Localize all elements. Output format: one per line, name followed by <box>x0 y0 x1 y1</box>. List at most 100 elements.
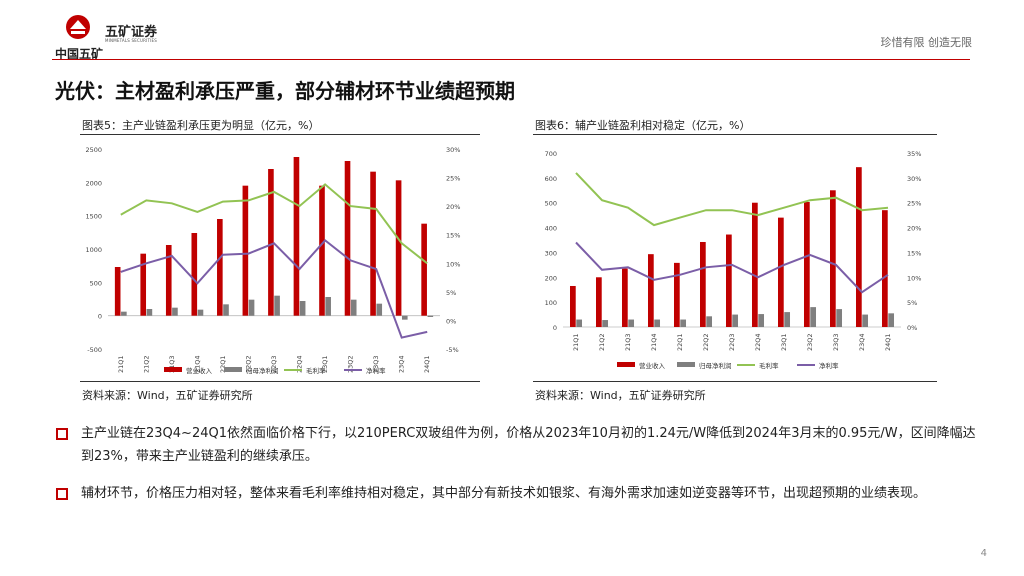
x-axis-tick-label: 23Q2 <box>806 333 814 351</box>
bullet-square-icon <box>56 488 68 500</box>
right-axis-tick-label: 5% <box>907 299 917 307</box>
chart2-source: 资料来源：Wind，五矿证券研究所 <box>535 389 706 402</box>
bar-net-profit <box>810 307 817 327</box>
bar-net-profit <box>325 297 331 316</box>
bar-revenue <box>673 262 680 327</box>
bar-revenue <box>268 169 274 316</box>
bar-net-profit <box>654 319 661 327</box>
bar-net-profit <box>628 319 635 327</box>
logo-chinese-name: 中国五矿 <box>55 47 104 61</box>
bar-net-profit <box>680 319 687 327</box>
right-axis-tick-label: 15% <box>907 249 921 257</box>
left-axis-tick-label: 0 <box>553 324 557 332</box>
x-axis-tick-label: 23Q2 <box>347 355 355 373</box>
x-axis-tick-label: 24Q1 <box>423 355 431 373</box>
x-axis-tick-label: 21Q4 <box>650 333 658 351</box>
chart1-svg: -500 0 500 1000 1500 2000 2500 -5% 0% 5% 10% 15% 20%… <box>85 146 460 375</box>
left-axis-tick-label: 300 <box>545 249 557 257</box>
bar-net-profit <box>197 309 204 316</box>
x-axis-tick-label: 21Q2 <box>598 333 606 351</box>
x-axis-tick-label: 24Q1 <box>884 333 892 351</box>
right-axis-tick-label: 20% <box>907 225 921 233</box>
bullet-square-icon <box>56 428 68 440</box>
chart1-source: 资料来源：Wind，五矿证券研究所 <box>82 389 253 402</box>
bar-net-profit <box>784 312 791 327</box>
left-axis-tick-label: 500 <box>90 279 102 287</box>
bar-revenue <box>647 254 654 327</box>
left-axis-tick-label: 100 <box>545 299 557 307</box>
x-axis-tick-label: 21Q3 <box>168 355 176 373</box>
bar-revenue <box>114 267 121 316</box>
right-axis-tick-label: 10% <box>446 260 460 268</box>
bar-revenue <box>191 233 198 316</box>
right-axis-tick-label: 30% <box>446 146 460 154</box>
left-axis-tick-label: 400 <box>545 225 557 233</box>
x-axis-tick-label: 22Q2 <box>244 355 252 373</box>
bar-revenue <box>370 171 376 316</box>
x-axis-tick-label: 22Q2 <box>702 333 710 351</box>
chart2-svg: 0 100 200 300 400 500 600 700 0% 5% 10% 15% 20% 25% 30… <box>545 150 922 370</box>
bar-net-profit <box>427 315 434 317</box>
x-axis-tick-label: 23Q4 <box>858 333 866 351</box>
x-axis-tick-label: 23Q3 <box>832 333 840 351</box>
bar-revenue <box>881 210 888 327</box>
legend-label: 营业收入 <box>186 366 213 375</box>
logo-emblem-icon <box>66 15 90 39</box>
bar-revenue <box>803 201 810 327</box>
bar-net-profit <box>223 304 229 316</box>
left-axis-tick-label: 1500 <box>85 213 102 221</box>
right-axis-tick-label: 5% <box>446 289 456 297</box>
legend-swatch <box>617 362 635 367</box>
bar-net-profit <box>836 309 843 327</box>
chart1-frame: -500 0 500 1000 1500 2000 2500 -5% 0% 5% 10% 15% 20%… <box>80 134 480 382</box>
x-axis-tick-label: 22Q3 <box>728 333 736 351</box>
bar-net-profit <box>602 320 609 327</box>
legend-label: 归母净利润 <box>246 366 279 375</box>
legend-swatch <box>224 367 242 372</box>
bar-net-profit <box>401 315 408 320</box>
line-net-margin <box>575 241 889 294</box>
right-axis-tick-label: 20% <box>446 203 460 211</box>
bar-net-profit <box>888 313 895 327</box>
x-axis-tick-label: 21Q2 <box>142 355 150 373</box>
x-axis-tick-label: 21Q1 <box>572 333 580 351</box>
bar-revenue <box>421 223 427 316</box>
brand-english-name: MINMETALS SECURITIES <box>105 38 157 43</box>
bar-net-profit <box>172 307 178 316</box>
legend-swatch <box>164 367 182 372</box>
x-axis-tick-label: 21Q4 <box>193 355 201 373</box>
x-axis-tick-label: 23Q3 <box>372 355 380 373</box>
bar-revenue <box>293 157 300 316</box>
right-axis-tick-label: 30% <box>907 175 921 183</box>
bar-net-profit <box>758 314 765 327</box>
bar-revenue <box>217 219 223 316</box>
right-axis-tick-label: 0% <box>907 324 917 332</box>
right-axis-tick-label: 0% <box>446 317 456 325</box>
bar-revenue <box>777 217 784 327</box>
bar-revenue <box>395 180 402 316</box>
right-axis-tick-label: 25% <box>446 175 460 183</box>
left-axis-tick-label: 200 <box>545 274 557 282</box>
company-logo: 中国五矿 五矿证券 MINMETALS SECURITIES <box>55 14 175 61</box>
legend-label: 归母净利润 <box>699 361 732 370</box>
bar-net-profit <box>121 311 127 316</box>
bullet-item-2: 辅材环节，价格压力相对轻，整体来看毛利率维持相对稳定，其中部分有新技术如银浆、有… <box>56 482 976 505</box>
bar-net-profit <box>248 299 255 316</box>
bar-revenue <box>569 285 576 327</box>
line-net-margin <box>120 239 428 339</box>
x-axis-tick-label: 22Q4 <box>296 355 304 373</box>
x-axis-tick-label: 22Q4 <box>754 333 762 351</box>
bar-revenue <box>344 161 351 316</box>
chart2-title: 图表6：辅产业链盈利相对稳定（亿元，%） <box>535 119 751 132</box>
bar-revenue <box>165 245 172 316</box>
x-axis-tick-label: 23Q4 <box>398 355 406 373</box>
bar-net-profit <box>146 309 153 316</box>
bar-net-profit <box>299 301 306 316</box>
left-axis-tick-label: -500 <box>87 346 102 354</box>
header-divider <box>52 59 970 60</box>
left-axis-tick-label: 700 <box>545 150 557 158</box>
bar-revenue <box>595 277 602 327</box>
right-axis-tick-label: 25% <box>907 200 921 208</box>
bar-net-profit <box>732 314 739 327</box>
right-axis-tick-label: 15% <box>446 232 460 240</box>
